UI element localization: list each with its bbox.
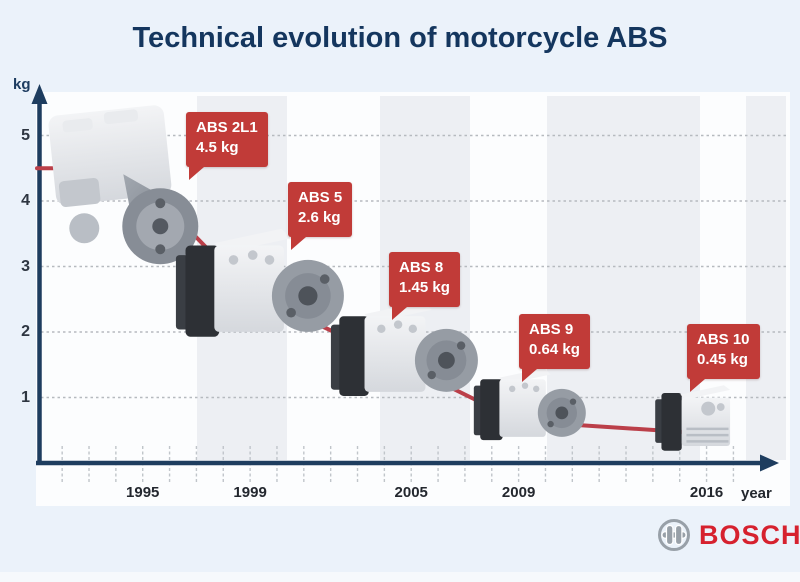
callout-model-label: ABS 10: [697, 331, 750, 348]
x-tick-label: 1999: [233, 484, 267, 501]
y-axis-unit-label: kg: [13, 76, 31, 93]
y-tick-label: 4: [21, 192, 30, 209]
product-image-abs-10: [655, 385, 731, 451]
x-axis-arrow: [760, 454, 779, 472]
callout-abs-2l1: ABS 2L1 4.5 kg: [186, 112, 268, 179]
callout-abs-8: ABS 8 1.45 kg: [389, 252, 460, 319]
callout-abs-9: ABS 9 0.64 kg: [519, 314, 590, 381]
callout-weight-label: 0.45 kg: [697, 351, 748, 369]
callout-model-label: ABS 5: [298, 189, 343, 206]
y-tick-label: 2: [21, 323, 30, 340]
product-image-abs-8: [330, 301, 478, 397]
callout-abs-10: ABS 10 0.45 kg: [687, 324, 760, 391]
bosch-wordmark: BOSCH: [699, 520, 800, 550]
callout-model-label: ABS 2L1: [196, 119, 258, 136]
product-image-abs-5: [175, 228, 344, 337]
callout-model-label: ABS 8: [399, 259, 444, 276]
callout-weight-label: 0.64 kg: [529, 341, 580, 359]
callout-model-label: ABS 9: [529, 321, 574, 338]
axes-layer: [31, 84, 779, 472]
y-tick-label: 1: [21, 388, 30, 406]
background-band: [746, 96, 786, 460]
y-axis-arrow: [31, 84, 48, 104]
bosch-armature-icon: [658, 519, 690, 551]
x-tick-label: 2016: [689, 484, 724, 501]
y-tick-label: 3: [21, 257, 30, 275]
bottom-strip: [0, 572, 800, 582]
callout-weight-label: 4.5 kg: [196, 139, 239, 157]
product-images-layer: [48, 105, 731, 451]
callout-abs-5: ABS 5 2.6 kg: [288, 182, 353, 249]
y-tick-label: 5: [21, 126, 30, 144]
x-tick-label: 1995: [126, 484, 160, 501]
bosch-logo: BOSCH: [655, 514, 800, 560]
chart-title: Technical evolution of motorcycle ABS: [132, 22, 668, 54]
callout-weight-label: 2.6 kg: [298, 209, 341, 227]
callout-weight-label: 1.45 kg: [399, 279, 450, 297]
x-axis-unit-label: year: [741, 485, 772, 502]
product-image-abs-2l1: [48, 105, 199, 265]
x-tick-label: 2009: [501, 484, 536, 501]
x-tick-label: 2005: [394, 484, 428, 501]
